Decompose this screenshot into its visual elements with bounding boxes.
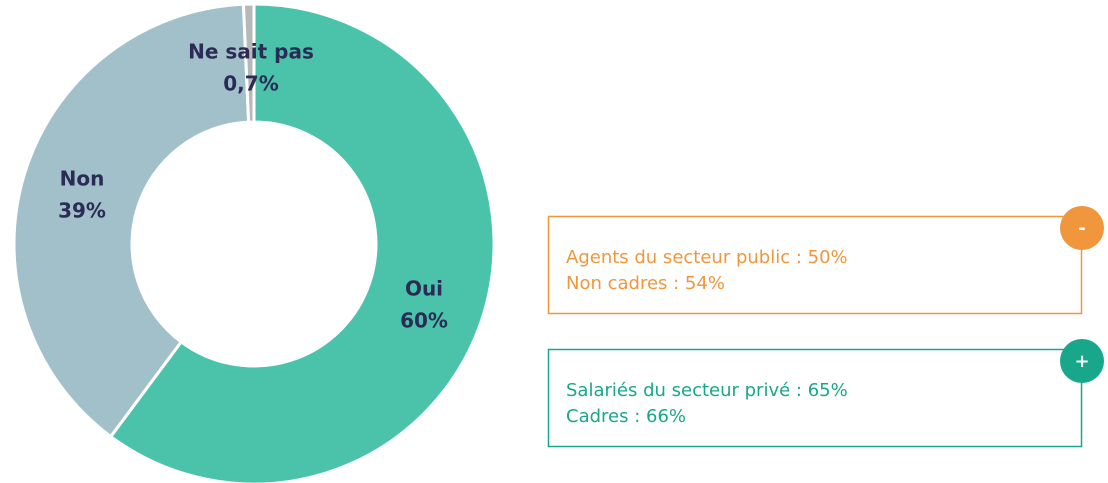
callout-text: Cadres : 66% <box>566 406 686 427</box>
callout-badge <box>1060 339 1104 383</box>
callout-text: Agents du secteur public : 50% <box>566 247 848 268</box>
callout-badge <box>1060 206 1104 250</box>
donut-slice <box>12 2 251 439</box>
donut-slice <box>241 2 256 124</box>
slice-value: 60% <box>400 309 448 333</box>
callout-badge-text: - <box>1078 218 1085 239</box>
slice-value: 39% <box>58 199 106 223</box>
callout-text: Salariés du secteur privé : 65% <box>566 380 848 401</box>
callout-box <box>547 215 1083 315</box>
callout-box <box>547 348 1083 448</box>
callout-badge-text: + <box>1074 351 1089 372</box>
slice-label: Non <box>60 167 105 191</box>
slice-value: 0,7% <box>223 72 278 96</box>
slice-label: Oui <box>405 277 443 301</box>
slice-label: Ne sait pas <box>188 40 314 64</box>
donut-slice <box>108 2 496 483</box>
callout-text: Non cadres : 54% <box>566 273 725 294</box>
